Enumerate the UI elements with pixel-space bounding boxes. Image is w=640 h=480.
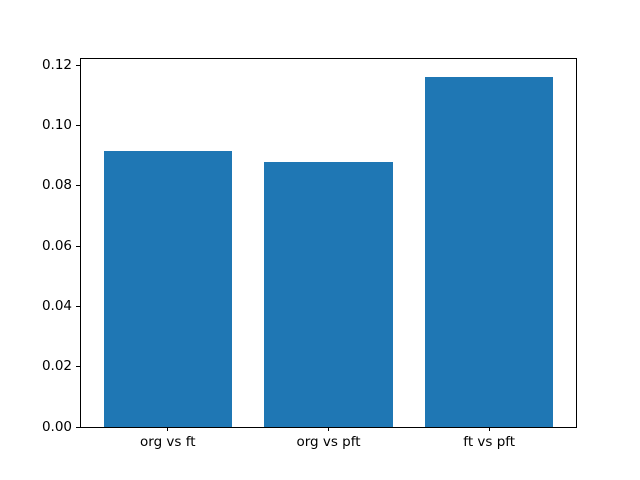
- bar-ft-vs-pft: [424, 76, 554, 427]
- y-axis-tick-label: 0.02: [41, 358, 72, 375]
- x-axis-tick: [488, 427, 490, 431]
- plot-area: 0.00 0.02 0.04 0.06 0.08 0.10 0.12 org vs ft org…: [42, 58, 577, 449]
- x-axis-tick: [167, 427, 169, 431]
- y-axis-tick: [76, 124, 81, 126]
- y-axis-tick: [76, 64, 81, 66]
- y-axis-tick: [76, 245, 81, 247]
- bar-org-vs-pft: [264, 162, 393, 427]
- y-axis-tick-label: 0.00: [41, 418, 72, 435]
- y-axis-tick-label: 0.12: [41, 56, 72, 73]
- y-axis-tick: [76, 426, 81, 428]
- y-axis-tick: [76, 185, 81, 187]
- y-axis-tick: [76, 366, 81, 368]
- x-axis-category-label: org vs ft: [140, 434, 196, 450]
- x-axis-category-label: org vs pft: [296, 434, 361, 450]
- y-axis-tick-label: 0.06: [41, 237, 72, 254]
- y-axis-tick: [76, 305, 81, 307]
- x-axis-tick: [328, 427, 329, 431]
- x-axis-category-label: ft vs pft: [463, 434, 516, 450]
- y-axis-tick-label: 0.10: [41, 116, 72, 133]
- y-axis-tick-label: 0.04: [41, 297, 72, 314]
- bar-org-vs-ft: [103, 150, 233, 427]
- y-axis-tick-label: 0.08: [41, 177, 72, 194]
